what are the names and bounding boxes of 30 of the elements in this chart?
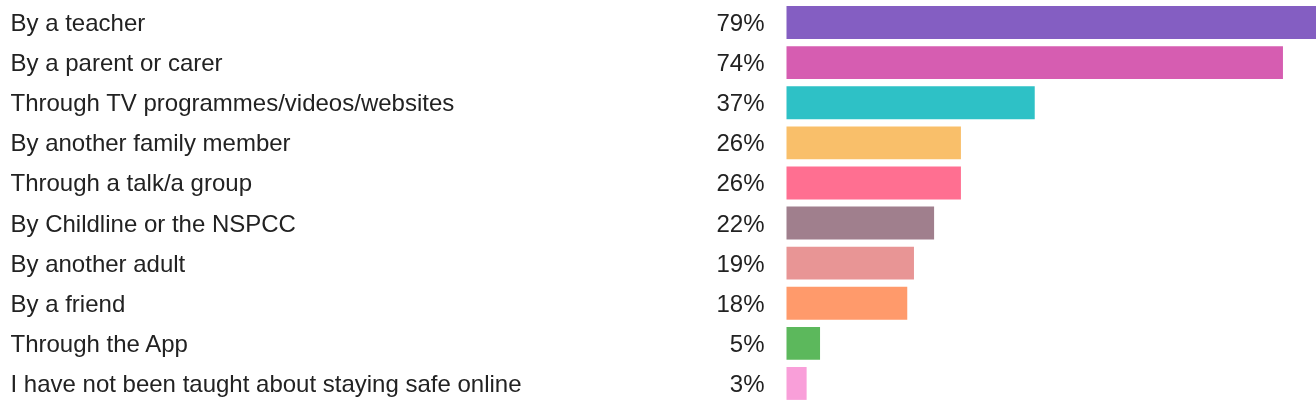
- bar: [786, 166, 961, 200]
- bar: [786, 326, 821, 360]
- bar: [786, 286, 908, 320]
- bar: [786, 86, 1035, 120]
- bar: [786, 46, 1283, 80]
- y-tick-label: By another adult: [10, 249, 186, 277]
- bar: [786, 126, 961, 160]
- data-label: 26%: [716, 169, 765, 197]
- y-tick-label: Through TV programmes/videos/websites: [10, 89, 455, 117]
- y-tick-label: By a teacher: [10, 9, 146, 37]
- y-tick-label: By another family member: [10, 129, 291, 157]
- data-label: 19%: [716, 249, 765, 277]
- bar: [786, 246, 914, 280]
- data-label: 3%: [729, 369, 765, 397]
- y-tick-label: By Childline or the NSPCC: [10, 209, 296, 237]
- y-tick-label: Through a talk/a group: [10, 169, 252, 197]
- data-label: 22%: [716, 209, 765, 237]
- bar: [786, 206, 935, 240]
- bar: [786, 6, 1316, 39]
- data-label: 18%: [716, 289, 765, 317]
- bar: [786, 367, 807, 400]
- data-label: 74%: [716, 49, 765, 77]
- data-label: 37%: [716, 89, 765, 117]
- data-label: 79%: [716, 9, 765, 37]
- y-tick-label: By a friend: [10, 289, 126, 317]
- y-tick-label: Through the App: [10, 329, 188, 357]
- data-label: 26%: [716, 129, 765, 157]
- y-tick-label: By a parent or carer: [10, 49, 223, 77]
- y-tick-label: I have not been taught about staying safe online: [10, 369, 522, 397]
- data-label: 5%: [729, 329, 765, 357]
